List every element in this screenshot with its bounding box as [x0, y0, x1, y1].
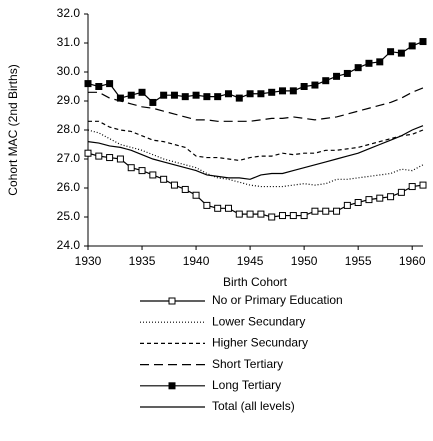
point-marker — [376, 58, 384, 66]
y-tick-label: 31.0 — [57, 35, 81, 49]
point-marker — [84, 80, 92, 88]
point-marker — [300, 212, 308, 220]
point-marker — [333, 207, 341, 215]
point-marker — [289, 212, 297, 220]
x-tick-label: 1935 — [129, 254, 156, 268]
legend-label: No or Primary Education — [212, 293, 343, 307]
point-marker — [397, 188, 405, 196]
point-marker — [268, 213, 276, 221]
point-marker — [181, 185, 189, 193]
point-marker — [149, 171, 157, 179]
y-tick-label: 30.0 — [57, 64, 81, 78]
y-tick-label: 28.0 — [57, 122, 81, 136]
point-marker — [170, 181, 178, 189]
point-marker — [397, 49, 405, 57]
x-tick-label: 1945 — [237, 254, 264, 268]
legend-label: Lower Secundary — [212, 314, 305, 328]
point-marker — [408, 42, 416, 50]
legend-label: Total (all levels) — [212, 399, 295, 413]
point-marker — [224, 90, 232, 98]
y-tick-label: 29.0 — [57, 93, 81, 107]
point-marker — [419, 38, 427, 46]
point-marker — [235, 210, 243, 218]
point-marker — [376, 194, 384, 202]
y-axis-title: Cohort MAC (2nd Births) — [6, 64, 20, 195]
x-tick-label: 1955 — [345, 254, 372, 268]
point-marker — [268, 88, 276, 96]
legend-label: Long Tertiary — [212, 378, 281, 392]
point-marker — [354, 64, 362, 72]
x-axis-title: Birth Cohort — [223, 275, 288, 289]
point-marker — [214, 204, 222, 212]
point-marker — [279, 212, 287, 220]
point-marker — [333, 72, 341, 80]
point-marker — [160, 175, 168, 183]
point-marker — [246, 90, 254, 98]
point-marker — [95, 83, 103, 90]
y-tick-label: 26.0 — [57, 180, 81, 194]
point-marker — [192, 191, 200, 199]
point-marker — [311, 81, 319, 89]
point-marker — [106, 154, 114, 162]
point-marker — [343, 69, 351, 77]
point-marker — [322, 77, 330, 85]
point-marker — [300, 83, 308, 90]
series-line — [87, 129, 424, 188]
y-tick-label: 24.0 — [57, 238, 81, 252]
x-tick-label: 1960 — [399, 254, 426, 268]
point-marker — [235, 94, 243, 102]
point-marker — [138, 167, 146, 175]
point-marker — [311, 207, 319, 215]
point-marker — [289, 87, 297, 95]
point-marker — [138, 88, 146, 96]
point-marker — [170, 91, 178, 99]
legend-label: Short Tertiary — [212, 357, 283, 371]
point-marker — [214, 93, 222, 101]
point-marker — [322, 207, 330, 215]
x-tick-label: 1950 — [291, 254, 318, 268]
series-line — [88, 120, 424, 162]
y-tick-label: 32.0 — [57, 6, 81, 20]
x-tick-label: 1940 — [183, 254, 210, 268]
point-marker — [116, 155, 124, 163]
point-marker — [354, 199, 362, 206]
legend-label: Higher Secundary — [212, 336, 308, 350]
point-marker — [365, 59, 373, 67]
point-marker — [279, 87, 287, 95]
point-marker — [203, 93, 211, 101]
point-marker — [387, 48, 395, 56]
point-marker — [246, 210, 254, 218]
point-marker — [203, 201, 211, 209]
point-marker — [192, 91, 200, 99]
series-line — [87, 40, 424, 104]
point-marker — [257, 90, 265, 98]
point-marker — [181, 93, 189, 101]
point-marker — [149, 98, 157, 106]
point-marker — [127, 91, 135, 99]
point-marker — [95, 152, 103, 160]
point-marker — [116, 94, 124, 102]
y-tick-label: 27.0 — [57, 151, 81, 165]
point-marker — [257, 210, 265, 218]
series-line — [88, 87, 424, 122]
point-marker — [224, 204, 232, 212]
point-marker — [160, 91, 168, 99]
legend-marker — [168, 382, 176, 390]
series-line — [87, 152, 424, 218]
point-marker — [343, 201, 351, 209]
point-marker — [106, 80, 114, 88]
point-marker — [127, 164, 135, 172]
series-line — [87, 125, 424, 180]
point-marker — [365, 196, 373, 204]
point-marker — [387, 193, 395, 201]
point-marker — [419, 181, 427, 189]
point-marker — [408, 183, 416, 191]
legend-marker — [168, 297, 176, 305]
point-marker — [84, 149, 92, 157]
x-tick-label: 1930 — [75, 254, 102, 268]
y-tick-label: 25.0 — [57, 209, 81, 223]
